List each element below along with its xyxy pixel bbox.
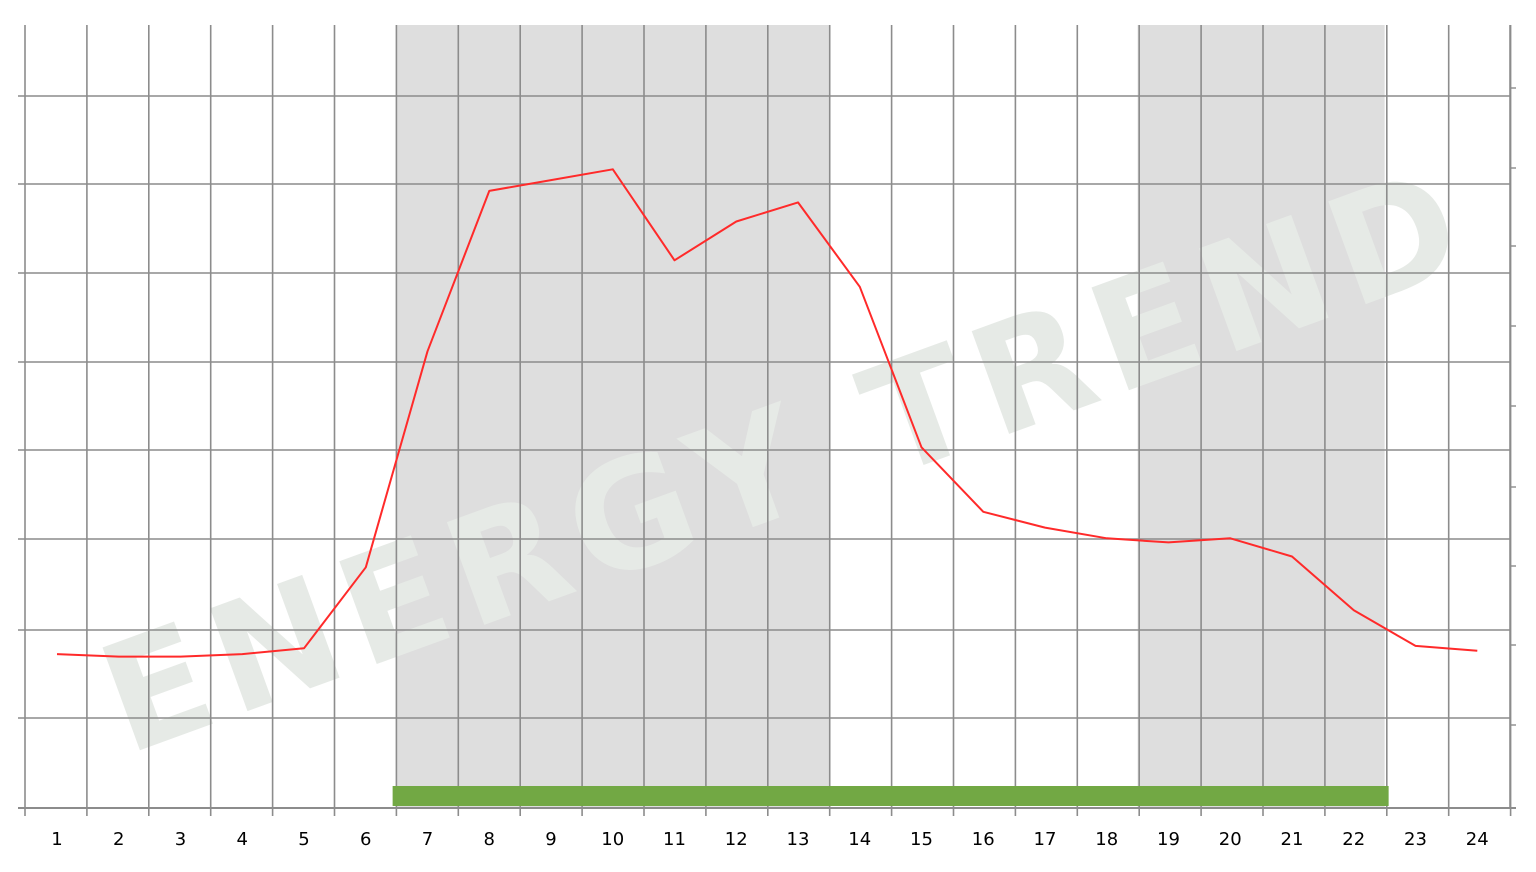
shaded-ranges bbox=[396, 25, 1385, 808]
shaded-range-2 bbox=[1137, 25, 1385, 808]
x-tick-label: 1 bbox=[51, 829, 62, 850]
x-tick-label: 12 bbox=[725, 829, 748, 850]
x-tick-label: 20 bbox=[1219, 829, 1242, 850]
x-tick-label: 14 bbox=[848, 829, 871, 850]
x-tick-label: 3 bbox=[175, 829, 186, 850]
x-tick-label: 18 bbox=[1095, 829, 1118, 850]
x-tick-label: 6 bbox=[360, 829, 371, 850]
x-tick-label: 11 bbox=[663, 829, 686, 850]
x-tick-label: 4 bbox=[237, 829, 248, 850]
x-tick-label: 17 bbox=[1034, 829, 1057, 850]
x-tick-label: 9 bbox=[545, 829, 556, 850]
series bbox=[56, 168, 1478, 658]
x-tick-label: 22 bbox=[1342, 829, 1365, 850]
x-tick-label: 13 bbox=[787, 829, 810, 850]
x-tick-label: 15 bbox=[910, 829, 933, 850]
grid-lines bbox=[18, 25, 1516, 816]
bottom-band-bar bbox=[392, 786, 1389, 806]
series-line-1 bbox=[56, 168, 1478, 658]
x-tick-label: 5 bbox=[298, 829, 309, 850]
x-tick-label: 19 bbox=[1157, 829, 1180, 850]
x-tick-label: 10 bbox=[601, 829, 624, 850]
x-tick-label: 2 bbox=[113, 829, 124, 850]
bottom-band bbox=[392, 786, 1389, 806]
x-tick-label: 21 bbox=[1281, 829, 1304, 850]
axes bbox=[18, 25, 1516, 809]
shaded-range-1 bbox=[396, 25, 829, 808]
x-tick-labels: 1 2 3 4 5 6 7 8 9 10 11 12 13 14 15 16 17 18 19 20 21 22 23 24 bbox=[51, 829, 1488, 850]
x-tick-label: 7 bbox=[422, 829, 433, 850]
x-tick-label: 23 bbox=[1404, 829, 1427, 850]
x-tick-label: 8 bbox=[484, 829, 495, 850]
x-tick-label: 24 bbox=[1466, 829, 1489, 850]
x-tick-label: 16 bbox=[972, 829, 995, 850]
